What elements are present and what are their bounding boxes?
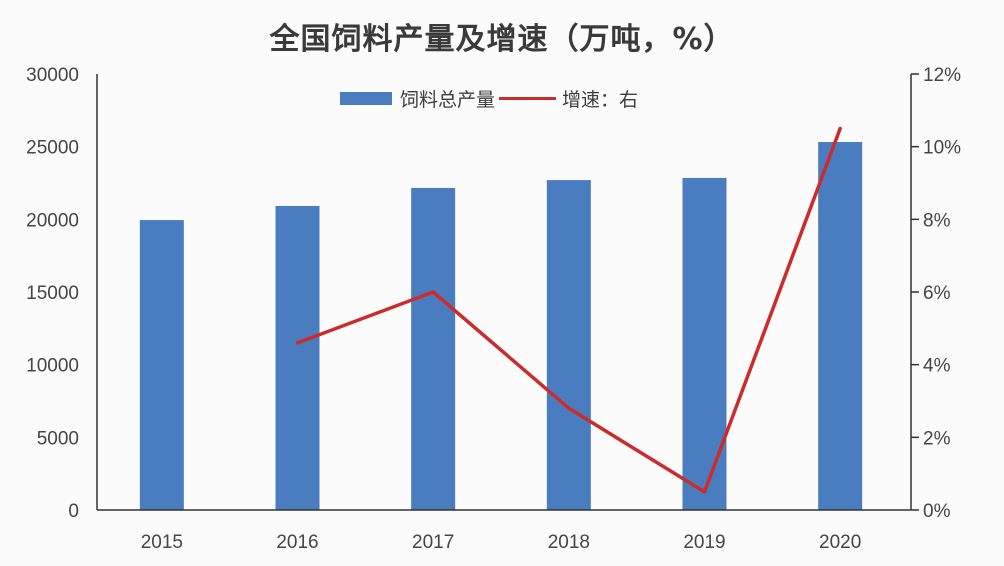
x-axis-tick-label: 2017 [412,532,454,553]
x-axis-tick-label: 2019 [683,532,725,553]
legend-item-production: 饲料总产量 [340,85,495,112]
left-axis-tick-label: 30000 [26,65,79,86]
chart-title: 全国饲料产量及增速（万吨，%） [269,22,735,57]
bar-2020 [818,142,863,511]
right-axis-tick-label: 8% [923,210,951,231]
legend-label-growth: 增速：右 [562,88,639,111]
right-axis-tick-label: 2% [923,428,951,449]
bar-2019 [682,177,727,510]
left-axis-tick-label: 5000 [37,428,79,449]
right-axis-tick-label: 12% [923,65,961,86]
x-axis-tick-label: 2016 [276,532,318,553]
left-axis-tick-label: 20000 [26,210,79,231]
legend-item-growth: 增速：右 [495,85,638,112]
bar-2017 [411,187,456,510]
right-axis-tick-label: 4% [923,356,951,377]
bar-2018 [546,180,591,511]
left-axis-tick-label: 15000 [26,283,79,304]
right-axis-tick-label: 6% [923,283,951,304]
x-axis-tick-label: 2020 [819,532,861,553]
bar-2016 [275,205,320,511]
left-axis-tick-label: 25000 [26,138,79,159]
x-axis-tick-label: 2015 [141,532,183,553]
right-axis-tick-label: 0% [923,501,951,522]
line-swatch-icon [499,96,557,100]
right-axis-tick-label: 10% [923,138,961,159]
bar-2015 [139,220,184,510]
legend: 饲料总产量 增速：右 [340,85,638,112]
legend-label-production: 饲料总产量 [400,88,496,111]
x-axis-tick-label: 2018 [548,532,590,553]
bar-swatch-icon [340,91,392,105]
left-axis-tick-label: 10000 [26,356,79,377]
left-axis-tick-label: 0 [68,501,79,522]
growth-line [295,126,842,494]
